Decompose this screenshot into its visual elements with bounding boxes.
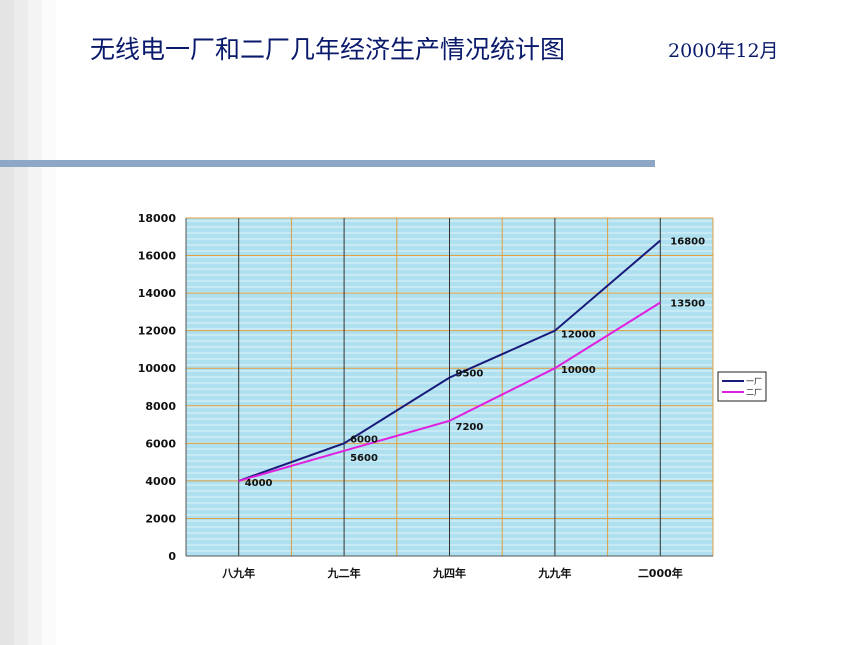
y-axis-ticks: 0 2000 4000 6000 8000 10000 12000 14000 16000 180…	[138, 212, 177, 563]
y-tick-label: 6000	[145, 437, 176, 450]
slide-title: 无线电一厂和二厂几年经济生产情况统计图	[90, 35, 566, 64]
x-tick-label: 九二年	[327, 566, 361, 580]
slide-date: 2000年12月	[668, 40, 779, 62]
title-divider	[0, 160, 655, 167]
y-tick-label: 16000	[138, 250, 177, 263]
x-tick-label: 九四年	[432, 566, 466, 580]
legend-box	[717, 371, 767, 402]
data-label: 6000	[350, 434, 378, 445]
x-axis-ticks: 八九年 九二年 九四年 九九年 二000年	[221, 566, 683, 580]
y-tick-label: 14000	[138, 287, 177, 300]
data-label: 4000	[245, 478, 273, 489]
chart-frame: 0 2000 4000 6000 8000 10000 12000 14000 16000 180…	[128, 200, 773, 588]
legend-label: 一厂	[746, 377, 762, 386]
y-tick-label: 8000	[145, 400, 176, 413]
y-tick-label: 10000	[138, 362, 177, 375]
y-tick-label: 18000	[138, 212, 177, 225]
data-label: 10000	[561, 365, 596, 376]
data-label: 7200	[456, 422, 484, 433]
y-tick-label: 4000	[145, 475, 176, 488]
y-tick-label: 0	[168, 550, 176, 563]
data-label: 5600	[350, 453, 378, 464]
data-label: 12000	[561, 330, 596, 341]
legend-label: 二厂	[746, 388, 762, 397]
data-labels: 4000 6000 5600 9500 7200 12000 10000 16800 13500	[245, 237, 705, 489]
gridlines	[185, 217, 714, 557]
series-line-1	[238, 239, 661, 482]
line-chart: 0 2000 4000 6000 8000 10000 12000 14000 16000 180…	[138, 212, 767, 580]
data-label: 16800	[670, 237, 705, 248]
y-tick-label: 2000	[145, 512, 176, 525]
data-label: 13500	[670, 299, 705, 310]
x-tick-label: 八九年	[221, 566, 255, 580]
series-lines	[238, 239, 661, 482]
x-tick-label: 九九年	[537, 566, 571, 580]
x-tick-label: 二000年	[638, 566, 683, 580]
y-tick-label: 12000	[138, 325, 177, 338]
data-label: 9500	[456, 369, 484, 380]
series-line-2	[238, 301, 661, 482]
